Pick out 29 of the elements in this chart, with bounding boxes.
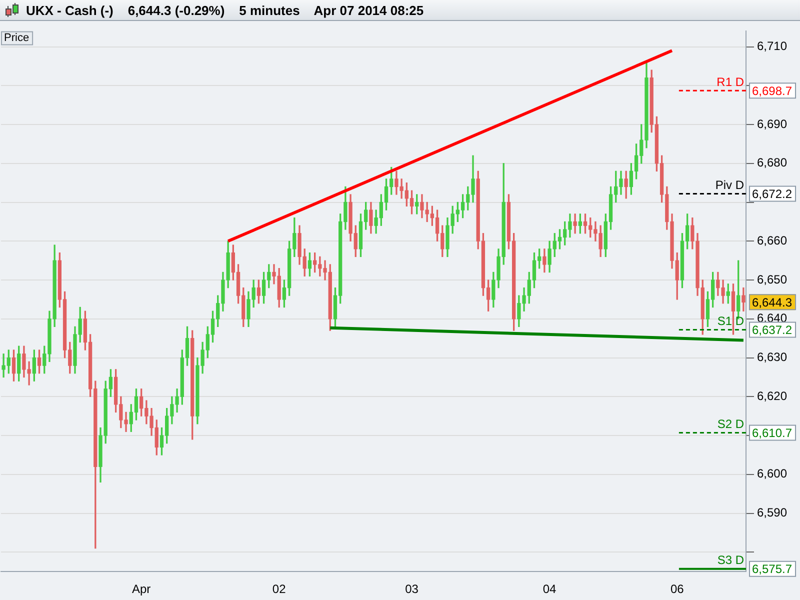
x-tick-label: 04 [542, 582, 557, 596]
y-tick-label: 6,680 [757, 156, 788, 170]
text: 6,644.3 [752, 295, 792, 310]
x-tick-label: 03 [405, 582, 419, 596]
chart-title: UKX - Cash (-) 6,644.3 (-0.29%) 5 minutes Apr 07 2014 08:25 [26, 2, 424, 18]
ref-line-label: S2 D [717, 417, 744, 432]
y-axis-title: Price [4, 32, 30, 44]
x-tick-label: 02 [272, 582, 286, 596]
y-tick-label: 6,660 [757, 233, 788, 248]
candlestick [573, 214, 577, 234]
y-tick-label: 6,590 [757, 506, 788, 520]
ref-line-label: Piv D [715, 178, 744, 192]
ref-line-label: S1 D [717, 314, 744, 328]
x-tick-label: 06 [670, 582, 684, 596]
y-tick-label: 6,620 [757, 388, 788, 403]
x-tick-label: Apr [132, 582, 151, 596]
text: 6,698.7 [752, 84, 792, 98]
y-tick-label: 6,600 [757, 466, 788, 481]
y-tick-label: 6,630 [757, 350, 788, 364]
y-tick-label: 6,650 [757, 272, 788, 286]
text: 6,575.7 [752, 562, 792, 576]
text: 6,637.2 [752, 323, 792, 338]
text: 6,610.7 [752, 426, 792, 440]
ref-line-label: S3 D [717, 553, 744, 568]
ref-line-label: R1 D [716, 74, 744, 89]
y-tick-label: 6,710 [757, 39, 788, 54]
y-tick-label: 6,690 [757, 116, 788, 131]
text: 6,672.2 [752, 187, 792, 202]
y-tick-label: 6,640 [757, 311, 788, 326]
